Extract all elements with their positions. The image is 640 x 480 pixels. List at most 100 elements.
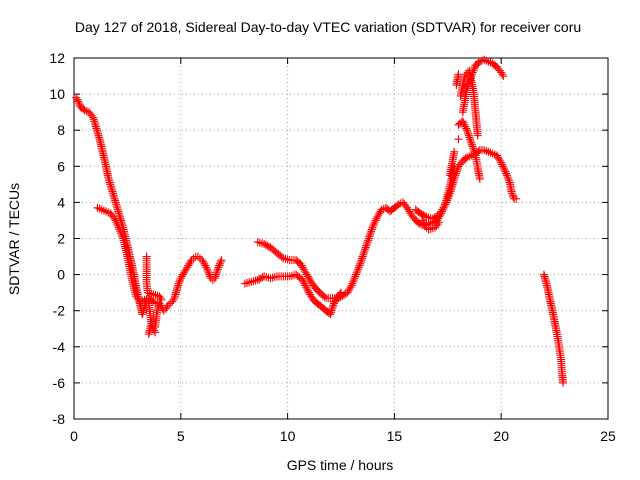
data-point [145, 289, 154, 298]
data-point [499, 164, 508, 173]
data-point [507, 189, 516, 198]
data-point [470, 147, 479, 156]
data-point [365, 230, 374, 239]
data-point [215, 259, 224, 268]
data-point [498, 162, 507, 171]
data-point [356, 257, 365, 266]
data-point [371, 216, 380, 225]
data-point [470, 64, 479, 73]
data-point [163, 301, 172, 310]
x-tick-label: 20 [493, 428, 509, 444]
data-point [461, 154, 470, 163]
data-point [497, 158, 506, 167]
data-point [348, 279, 357, 288]
data-point [475, 174, 484, 183]
data-point [290, 271, 299, 280]
data-point [202, 263, 211, 272]
data-point [473, 131, 482, 140]
data-point [442, 198, 451, 207]
data-point [353, 266, 362, 275]
data-point [349, 276, 358, 285]
data-point [450, 174, 459, 183]
data-point [361, 243, 370, 252]
data-point [255, 238, 264, 247]
data-point [359, 250, 368, 259]
data-point [369, 221, 378, 230]
data-point [175, 277, 184, 286]
data-point [362, 241, 371, 250]
data-point [150, 326, 159, 335]
data-point [462, 124, 471, 133]
y-tick-label: -6 [53, 375, 66, 391]
data-point [329, 299, 338, 308]
data-point [366, 229, 375, 238]
data-point [302, 283, 311, 292]
data-point [458, 117, 467, 126]
data-point [328, 303, 337, 312]
grid [74, 58, 608, 419]
data-point [364, 234, 373, 243]
data-point [365, 232, 374, 241]
data-point [262, 273, 271, 282]
data-point [500, 165, 509, 174]
data-point [463, 128, 472, 137]
data-point [113, 220, 122, 229]
data-point [298, 276, 307, 285]
data-point [469, 144, 478, 153]
data-point [360, 247, 369, 256]
data-point [498, 160, 507, 169]
data-point [349, 277, 358, 286]
data-point [356, 259, 365, 268]
chart-title: Day 127 of 2018, Sidereal Day-to-day VTE… [75, 19, 581, 35]
data-point [320, 292, 329, 301]
x-tick-label: 10 [280, 428, 296, 444]
data-point [362, 239, 371, 248]
data-point [205, 270, 214, 279]
data-point [474, 58, 483, 67]
data-point [149, 290, 158, 299]
data-point [201, 261, 210, 270]
data-point [216, 257, 225, 266]
data-point [496, 156, 505, 165]
data-point [364, 236, 373, 245]
data-point [203, 265, 212, 274]
y-tick-label: 4 [57, 194, 65, 210]
data-point [463, 126, 472, 135]
data-point [501, 167, 510, 176]
data-point [213, 265, 222, 274]
data-point [354, 263, 363, 272]
data-point [367, 225, 376, 234]
data-point [393, 201, 402, 210]
data-point [253, 238, 262, 247]
data-point [140, 295, 149, 304]
data-point [116, 229, 125, 238]
data-point [247, 277, 256, 286]
data-point [357, 256, 366, 265]
data-point [352, 268, 361, 277]
data-point [453, 164, 462, 173]
y-tick-label: -8 [53, 411, 66, 427]
data-point [498, 70, 507, 79]
x-axis-label: GPS time / hours [287, 457, 394, 473]
data-point [301, 281, 310, 290]
data-point [87, 111, 96, 120]
data-point [351, 272, 360, 281]
data-point [157, 295, 166, 304]
x-tick-label: 5 [177, 428, 185, 444]
data-point [303, 285, 312, 294]
data-point [512, 194, 521, 203]
data-point [363, 238, 372, 247]
data-point [176, 276, 185, 285]
data-point [361, 245, 370, 254]
data-point [118, 232, 127, 241]
data-point [204, 268, 213, 277]
y-tick-label: 6 [57, 158, 65, 174]
data-point [460, 120, 469, 129]
data-point [347, 281, 356, 290]
data-point [215, 261, 224, 270]
data-point [502, 169, 511, 178]
data-point [266, 274, 275, 283]
data-point [73, 95, 82, 104]
x-tick-label: 0 [70, 428, 78, 444]
data-point [464, 129, 473, 138]
